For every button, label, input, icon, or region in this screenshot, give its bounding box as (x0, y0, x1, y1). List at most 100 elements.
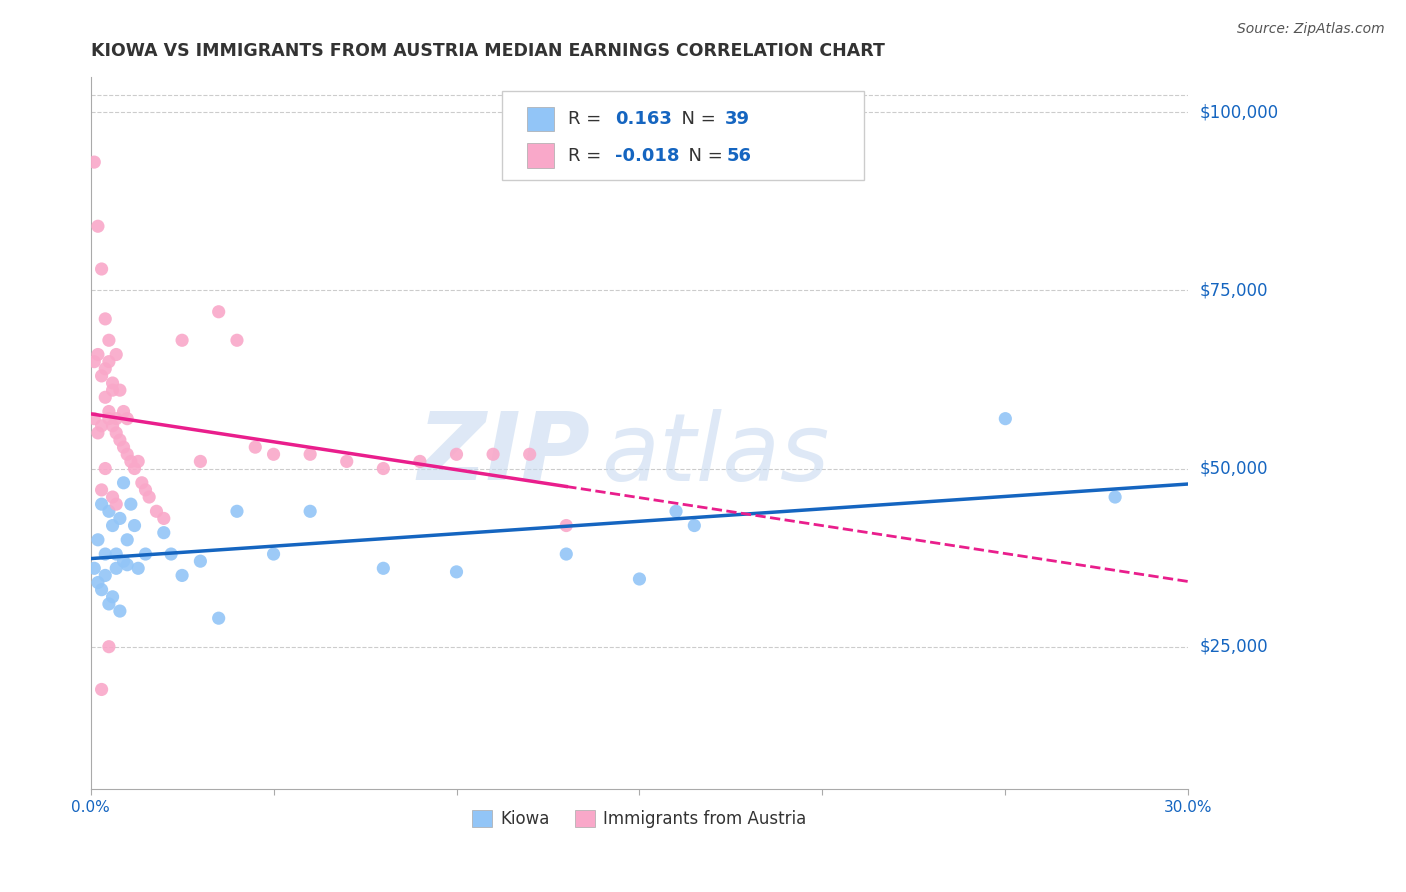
Point (97, 411, 120, 425)
Point (105, 425, 128, 440)
Text: R =: R = (568, 110, 606, 128)
Point (101, 418, 124, 433)
Bar (527, 144, 554, 169)
Point (226, 333, 249, 347)
Point (299, 447, 322, 461)
Point (90, 483, 112, 497)
Point (105, 411, 128, 425)
Point (105, 497, 128, 511)
Point (101, 383, 124, 397)
Point (97, 354, 120, 368)
Point (124, 461, 146, 475)
Point (138, 490, 160, 504)
Point (108, 433, 131, 447)
Point (152, 511, 174, 525)
Point (446, 565, 468, 579)
Point (145, 504, 167, 518)
Text: 56: 56 (727, 147, 752, 165)
Point (409, 454, 432, 468)
Point (83, 155, 105, 169)
Point (373, 561, 395, 575)
Point (373, 461, 395, 475)
Point (263, 447, 285, 461)
Point (108, 511, 131, 525)
Point (152, 525, 174, 540)
Text: $75,000: $75,000 (1199, 281, 1268, 300)
Point (94, 547, 117, 561)
Point (994, 411, 1017, 425)
Point (446, 447, 468, 461)
Point (115, 558, 138, 572)
Text: -0.018: -0.018 (614, 147, 679, 165)
Point (112, 475, 135, 490)
Point (108, 604, 131, 618)
Point (94, 361, 117, 376)
Point (97, 597, 120, 611)
Point (87, 219, 110, 234)
Text: R =: R = (568, 147, 606, 165)
Point (108, 383, 131, 397)
Text: $100,000: $100,000 (1199, 103, 1278, 121)
Point (87, 347, 110, 361)
Point (120, 454, 142, 468)
Text: $25,000: $25,000 (1199, 638, 1268, 656)
Point (1104, 490, 1126, 504)
Text: Source: ZipAtlas.com: Source: ZipAtlas.com (1237, 22, 1385, 37)
Point (112, 440, 135, 454)
Point (105, 547, 128, 561)
Point (115, 533, 138, 547)
Point (94, 311, 117, 326)
Point (94, 568, 117, 582)
Point (94, 390, 117, 404)
Text: ZIP: ZIP (418, 409, 591, 500)
Point (101, 490, 124, 504)
Legend: Kiowa, Immigrants from Austria: Kiowa, Immigrants from Austria (465, 803, 813, 834)
Point (299, 504, 322, 518)
Point (190, 454, 212, 468)
Point (124, 518, 146, 533)
Point (90, 582, 112, 597)
Point (120, 497, 142, 511)
Point (90, 262, 112, 277)
FancyBboxPatch shape (502, 91, 865, 180)
Text: atlas: atlas (600, 409, 830, 500)
Point (83, 354, 105, 368)
Text: 0.163: 0.163 (614, 110, 672, 128)
Point (208, 611, 231, 625)
Point (172, 568, 194, 582)
Text: KIOWA VS IMMIGRANTS FROM AUSTRIA MEDIAN EARNINGS CORRELATION CHART: KIOWA VS IMMIGRANTS FROM AUSTRIA MEDIAN … (90, 42, 884, 60)
Point (628, 572, 651, 586)
Point (208, 305, 231, 319)
Bar (527, 106, 554, 131)
Text: 39: 39 (724, 110, 749, 128)
Point (87, 425, 110, 440)
Point (245, 440, 267, 454)
Point (190, 554, 212, 568)
Point (105, 561, 128, 575)
Point (87, 575, 110, 590)
Point (97, 640, 120, 654)
Text: N =: N = (678, 147, 728, 165)
Text: $50,000: $50,000 (1199, 459, 1268, 477)
Point (160, 547, 183, 561)
Point (83, 561, 105, 575)
Point (90, 682, 112, 697)
Point (112, 554, 135, 568)
Text: N =: N = (669, 110, 721, 128)
Point (97, 504, 120, 518)
Point (131, 475, 153, 490)
Point (263, 547, 285, 561)
Point (555, 547, 578, 561)
Point (101, 590, 124, 604)
Point (555, 518, 578, 533)
Point (112, 404, 135, 418)
Point (90, 418, 112, 433)
Point (115, 447, 138, 461)
Point (115, 411, 138, 425)
Point (97, 404, 120, 418)
Point (226, 504, 249, 518)
Point (134, 547, 156, 561)
Point (97, 333, 120, 347)
Point (87, 533, 110, 547)
Point (172, 333, 194, 347)
